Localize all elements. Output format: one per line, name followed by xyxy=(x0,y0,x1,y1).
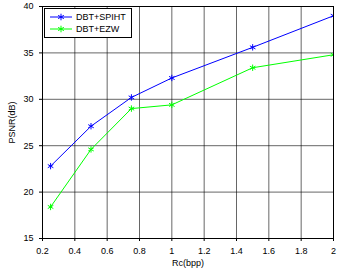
svg-text:30: 30 xyxy=(23,94,33,104)
svg-text:35: 35 xyxy=(23,48,33,58)
svg-text:1.4: 1.4 xyxy=(230,246,243,256)
svg-text:0.6: 0.6 xyxy=(101,246,114,256)
html-text:DBT+SPIHT: DBT+SPIHT xyxy=(76,12,126,22)
svg-text:0.4: 0.4 xyxy=(69,246,82,256)
svg-text:0.2: 0.2 xyxy=(36,246,49,256)
svg-text:1.8: 1.8 xyxy=(295,246,308,256)
svg-text:1: 1 xyxy=(169,246,174,256)
svg-text:25: 25 xyxy=(23,141,33,151)
svg-text:15: 15 xyxy=(23,233,33,243)
svg-text:20: 20 xyxy=(23,187,33,197)
svg-text:1.2: 1.2 xyxy=(198,246,211,256)
html-text:DBT+EZW: DBT+EZW xyxy=(76,24,120,34)
svg-text:0.8: 0.8 xyxy=(133,246,146,256)
svg-text:40: 40 xyxy=(23,1,33,11)
svg-text:Rc(bpp): Rc(bpp) xyxy=(172,258,204,268)
svg-text:PSNR(dB): PSNR(dB) xyxy=(7,101,17,143)
svg-text:1.6: 1.6 xyxy=(263,246,276,256)
svg-text:2: 2 xyxy=(331,246,336,256)
